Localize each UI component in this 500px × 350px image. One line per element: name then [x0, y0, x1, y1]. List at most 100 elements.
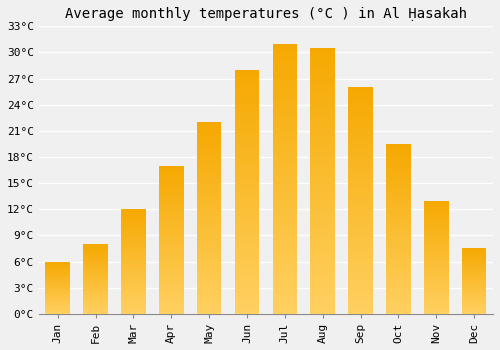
- Bar: [84, 304, 108, 305]
- Bar: [310, 66, 335, 69]
- Bar: [159, 302, 184, 303]
- Bar: [197, 155, 222, 156]
- Bar: [121, 302, 146, 303]
- Bar: [272, 125, 297, 127]
- Bar: [46, 264, 70, 265]
- Bar: [272, 195, 297, 198]
- Bar: [272, 63, 297, 65]
- Bar: [272, 133, 297, 135]
- Bar: [424, 207, 448, 209]
- Bar: [159, 234, 184, 235]
- Bar: [197, 239, 222, 241]
- Bar: [234, 309, 260, 312]
- Bar: [310, 258, 335, 261]
- Bar: [462, 267, 486, 268]
- Bar: [424, 284, 448, 286]
- Bar: [121, 234, 146, 235]
- Bar: [386, 237, 410, 239]
- Bar: [310, 239, 335, 242]
- Bar: [46, 301, 70, 302]
- Bar: [424, 231, 448, 232]
- Bar: [121, 256, 146, 257]
- Bar: [272, 157, 297, 160]
- Bar: [272, 300, 297, 303]
- Bar: [46, 290, 70, 291]
- Bar: [310, 146, 335, 149]
- Bar: [121, 210, 146, 211]
- Bar: [386, 164, 410, 166]
- Bar: [197, 187, 222, 189]
- Bar: [46, 284, 70, 285]
- Bar: [310, 255, 335, 258]
- Bar: [348, 255, 373, 257]
- Bar: [386, 222, 410, 224]
- Bar: [197, 310, 222, 312]
- Bar: [159, 312, 184, 314]
- Bar: [462, 257, 486, 258]
- Bar: [197, 264, 222, 266]
- Bar: [159, 268, 184, 270]
- Bar: [386, 266, 410, 268]
- Bar: [84, 263, 108, 264]
- Bar: [272, 165, 297, 168]
- Bar: [234, 167, 260, 170]
- Bar: [310, 208, 335, 210]
- Bar: [348, 133, 373, 135]
- Bar: [159, 187, 184, 188]
- Bar: [424, 296, 448, 297]
- Bar: [386, 256, 410, 258]
- Bar: [272, 122, 297, 125]
- Bar: [462, 253, 486, 254]
- Bar: [348, 196, 373, 198]
- Bar: [197, 218, 222, 220]
- Bar: [197, 295, 222, 296]
- Bar: [121, 250, 146, 251]
- Bar: [310, 308, 335, 311]
- Bar: [121, 277, 146, 278]
- Bar: [310, 261, 335, 263]
- Bar: [310, 168, 335, 170]
- Bar: [159, 220, 184, 222]
- Bar: [84, 276, 108, 277]
- Bar: [462, 258, 486, 259]
- Bar: [46, 277, 70, 278]
- Bar: [424, 263, 448, 264]
- Bar: [121, 227, 146, 228]
- Bar: [121, 281, 146, 282]
- Bar: [84, 303, 108, 304]
- Bar: [234, 162, 260, 165]
- Bar: [84, 271, 108, 272]
- Bar: [424, 294, 448, 296]
- Bar: [386, 183, 410, 185]
- Bar: [159, 216, 184, 217]
- Bar: [310, 295, 335, 298]
- Bar: [310, 253, 335, 255]
- Bar: [46, 294, 70, 295]
- Bar: [84, 269, 108, 270]
- Bar: [159, 175, 184, 176]
- Bar: [234, 231, 260, 233]
- Bar: [159, 258, 184, 259]
- Bar: [84, 295, 108, 296]
- Bar: [197, 182, 222, 183]
- Bar: [310, 109, 335, 112]
- Bar: [234, 84, 260, 87]
- Bar: [197, 156, 222, 159]
- Bar: [272, 271, 297, 273]
- Bar: [272, 279, 297, 281]
- Bar: [310, 242, 335, 245]
- Bar: [84, 288, 108, 289]
- Bar: [46, 275, 70, 276]
- Bar: [424, 260, 448, 262]
- Bar: [310, 210, 335, 213]
- Bar: [424, 234, 448, 236]
- Bar: [310, 279, 335, 282]
- Bar: [46, 273, 70, 274]
- Bar: [310, 311, 335, 314]
- Bar: [84, 292, 108, 293]
- Bar: [310, 263, 335, 266]
- Bar: [348, 103, 373, 105]
- Bar: [424, 289, 448, 290]
- Bar: [46, 261, 70, 262]
- Bar: [424, 286, 448, 287]
